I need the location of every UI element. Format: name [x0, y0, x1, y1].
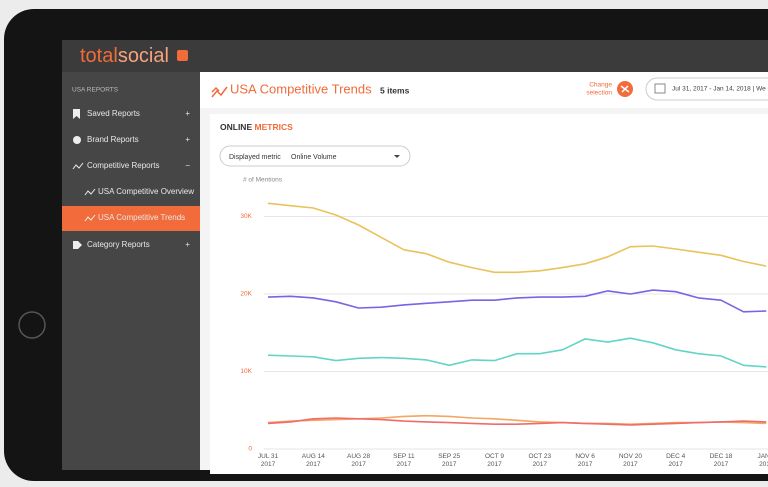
y-tick-label: 20K — [240, 291, 252, 298]
logo-part: social — [118, 45, 169, 67]
x-tick-label: JUL 31 2017 — [257, 453, 279, 468]
section-label: USA REPORTS — [72, 87, 119, 94]
logo-part: total — [80, 45, 118, 67]
sidebar-items: Saved Reports + Brand Reports + Competitive … — [72, 109, 194, 249]
brand-icon — [73, 136, 81, 144]
active-item-bg — [62, 206, 200, 231]
series-line — [267, 289, 767, 313]
bookmark-icon — [73, 109, 80, 119]
series-line — [267, 417, 767, 426]
logo[interactable]: totalsocial — [80, 45, 169, 67]
x-tick-label: NOV 6 2017 — [575, 453, 595, 468]
y-tick-label: 30K — [240, 213, 252, 220]
x-tick: NOV 20 2017 — [618, 453, 642, 468]
logo-icon — [177, 50, 188, 61]
home-button[interactable] — [18, 311, 46, 339]
x-tick-label: AUG 28 2017 — [347, 453, 371, 468]
x-tick-label: AUG 14 2017 — [301, 453, 325, 468]
sidebar-item[interactable]: Saved Reports — [87, 109, 140, 118]
series-line — [267, 337, 767, 368]
page-title: USA Competitive Trends — [230, 81, 372, 96]
x-tick-label: DEC 18 2017 — [709, 453, 733, 468]
date-picker[interactable] — [645, 77, 768, 101]
x-tick: NOV 6 2017 — [575, 453, 595, 468]
x-tick: SEP 25 2017 — [438, 453, 461, 468]
sidebar-item[interactable]: USA Competitive Trends — [98, 213, 185, 222]
sidebar-toggle[interactable]: + — [185, 240, 190, 249]
tag-icon — [73, 241, 82, 249]
sidebar-item[interactable]: Brand Reports — [87, 135, 139, 144]
sidebar-toggle[interactable]: + — [185, 109, 190, 118]
x-tick: AUG 28 2017 — [347, 453, 371, 468]
change-icon — [620, 85, 630, 93]
date-range: Jul 31, 2017 - Jan 14, 2018 | We — [672, 86, 766, 93]
metric-value: Online Volume — [291, 154, 337, 161]
metric-label: Displayed metric — [229, 154, 281, 161]
plot: 0 10K 20K 30K JUL 31 2017 AUG 14 2017 AUG 28 2… — [240, 202, 768, 468]
x-tick: SEP 11 2017 — [393, 453, 415, 468]
sidebar — [62, 72, 200, 470]
change-selection[interactable]: Change — [589, 82, 612, 89]
calendar-icon — [654, 83, 666, 94]
y-tick-label: 10K — [240, 368, 252, 375]
x-tick-label: JAN 1 2018 — [757, 453, 768, 468]
card-title: ONLINE METRICS — [220, 122, 293, 132]
trend-icon — [84, 214, 96, 222]
sidebar-toggle[interactable]: − — [185, 161, 190, 170]
x-tick: OCT 23 2017 — [528, 453, 552, 468]
x-tick-label: DEC 4 2017 — [666, 453, 686, 468]
x-tick: JAN 1 2018 — [757, 453, 768, 468]
card-title-part: METRICS — [255, 122, 294, 132]
x-tick: DEC 4 2017 — [666, 453, 686, 468]
change-selection[interactable]: selection — [586, 90, 612, 97]
y-tick-label: 0 — [248, 446, 252, 453]
x-tick-label: OCT 9 2017 — [484, 453, 505, 468]
trend-icon — [211, 86, 228, 98]
trend-icon — [84, 188, 96, 196]
dropdown-arrow — [394, 155, 400, 158]
sidebar-toggle[interactable]: + — [185, 135, 190, 144]
x-tick: DEC 18 2017 — [709, 453, 733, 468]
series-line — [267, 202, 767, 274]
y-axis-title: # of Mentions — [243, 177, 283, 184]
x-tick-label: NOV 20 2017 — [618, 453, 642, 468]
card-title-part: ONLINE — [220, 122, 252, 132]
sidebar-item[interactable]: Competitive Reports — [87, 161, 159, 170]
sidebar-item[interactable]: Category Reports — [87, 240, 150, 249]
item-count: 5 items — [380, 85, 410, 95]
metric-dropdown[interactable] — [219, 145, 411, 167]
x-tick-label: SEP 25 2017 — [438, 453, 461, 468]
x-tick-label: SEP 11 2017 — [393, 453, 415, 468]
x-tick-label: OCT 23 2017 — [528, 453, 552, 468]
x-tick: AUG 14 2017 — [301, 453, 325, 468]
x-tick: OCT 9 2017 — [484, 453, 505, 468]
sidebar-item[interactable]: USA Competitive Overview — [98, 187, 194, 196]
x-tick: JUL 31 2017 — [257, 453, 279, 468]
trend-icon — [72, 162, 84, 170]
